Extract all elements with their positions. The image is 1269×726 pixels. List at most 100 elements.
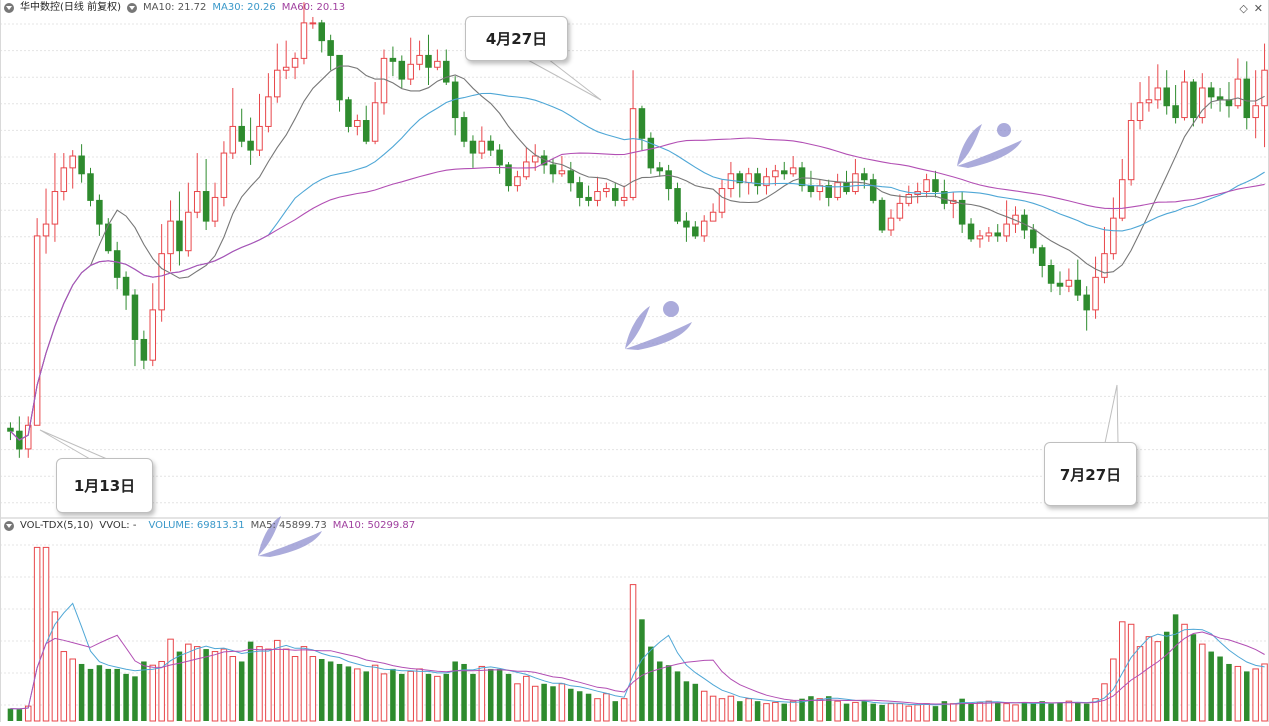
candle-body-down — [567, 170, 575, 184]
candle-body-up — [33, 235, 41, 426]
candle-body-down — [798, 167, 806, 187]
candle-body-up — [1118, 179, 1126, 219]
volume-bar-down — [1048, 703, 1054, 721]
volume-bar-up — [291, 656, 299, 722]
volume-bar-down — [363, 671, 369, 721]
volume-bar-down — [932, 706, 939, 721]
settings-toggle-icon[interactable] — [126, 3, 137, 13]
volume-bar-up — [300, 646, 308, 722]
candle-body-up — [700, 220, 708, 237]
volume-bar-up — [371, 664, 379, 722]
candle-body-down — [549, 164, 557, 175]
candle-body-up — [220, 152, 228, 198]
volume-bar-down — [683, 681, 690, 721]
volume-bar-up — [629, 584, 637, 722]
candle-body-down — [967, 223, 975, 240]
volume-bar-down — [203, 649, 209, 721]
ma10-line — [10, 65, 1265, 441]
candle-body-down — [647, 137, 655, 169]
candle-body-up — [371, 102, 379, 142]
volume-bar-up — [789, 700, 797, 722]
vol-ma5-label: MA5: 45899.73 — [250, 520, 327, 531]
volume-bar-down — [674, 671, 681, 721]
close-icon[interactable]: ✕ — [1253, 2, 1263, 15]
volume-bar-up — [923, 703, 930, 722]
candle-body-up — [709, 211, 717, 222]
candle-body-down — [1172, 105, 1179, 119]
volume-bar-up — [1181, 623, 1188, 722]
candle-body-up — [42, 223, 50, 237]
volume-bar-down — [96, 665, 103, 721]
volume-bar-up — [220, 648, 228, 722]
volume-bar-down — [238, 661, 245, 721]
volume-bar-up — [718, 698, 726, 722]
candle-body-up — [1092, 276, 1099, 311]
volume-bar-down — [399, 673, 405, 721]
volume-header: VOL-TDX(5,10) VVOL: - VOLUME: 69813.31 M… — [4, 519, 415, 533]
volume-bar-down — [879, 704, 885, 721]
volume-bar-down — [1083, 703, 1090, 721]
candle-body-up — [478, 140, 486, 154]
volume-bar-up — [193, 646, 201, 722]
volume-bar-up — [1118, 621, 1126, 722]
candle-body-down — [327, 40, 334, 56]
volume-bar-up — [558, 683, 566, 722]
candle-body-up — [1181, 81, 1188, 119]
volume-bar-down — [612, 701, 619, 721]
candlestick-series — [7, 2, 1268, 458]
candle-body-up — [763, 176, 770, 187]
candle-body-up — [923, 179, 930, 193]
volume-bar-down — [639, 619, 645, 721]
candle-body-down — [505, 164, 512, 187]
volume-bar-down — [825, 696, 832, 721]
volume-bar-up — [60, 651, 68, 722]
volume-bar-down — [781, 703, 788, 721]
candle-body-down — [825, 185, 832, 198]
volume-bar-up — [282, 648, 290, 722]
candle-body-down — [665, 170, 672, 190]
candle-body-up — [229, 125, 237, 154]
candle-body-down — [736, 173, 744, 184]
volume-bar-down — [390, 668, 396, 721]
callout-apr27: 4月27日 — [465, 16, 568, 61]
vol-ma10-line — [10, 631, 1265, 710]
candle-body-down — [932, 179, 939, 193]
candle-body-down — [878, 199, 886, 231]
candle-body-down — [585, 196, 592, 201]
candle-body-up — [603, 188, 610, 193]
candle-body-down — [869, 179, 877, 201]
volume-bar-down — [799, 698, 805, 721]
volume-bar-up — [949, 703, 957, 722]
volume-bar-up — [407, 670, 414, 722]
diamond-icon[interactable]: ◇ — [1239, 2, 1248, 15]
volume-bar-down — [1057, 702, 1063, 721]
candle-body-down — [96, 199, 103, 225]
candle-body-up — [193, 191, 201, 213]
collapse-icon[interactable] — [4, 3, 14, 13]
candle-body-up — [745, 173, 752, 184]
volume-bar-up — [354, 668, 361, 722]
volume-collapse-icon[interactable] — [4, 521, 14, 531]
volume-bar-down — [1030, 703, 1037, 721]
candle-body-down — [425, 54, 432, 68]
candle-body-down — [345, 99, 352, 127]
candle-body-up — [905, 193, 913, 204]
volume-bar-down — [843, 703, 850, 721]
candle-body-up — [24, 424, 32, 450]
candle-body-down — [140, 338, 148, 361]
volume-bar-down — [141, 661, 147, 721]
volume-bar-down — [105, 668, 112, 721]
candle-body-down — [1021, 214, 1028, 231]
volume-bar-down — [505, 673, 512, 721]
volume-bar-down — [648, 646, 654, 721]
ma10-label: MA10: 21.72 — [142, 2, 207, 13]
volume-bar-down — [487, 668, 494, 721]
candle-body-down — [1225, 99, 1233, 107]
candle-body-up — [834, 182, 841, 198]
candle-body-down — [1038, 247, 1046, 266]
candle-body-up — [1065, 279, 1073, 287]
volume-bar-up — [700, 690, 708, 722]
callout-jan13: 1月13日 — [56, 458, 153, 513]
volume-bar-up — [1101, 683, 1108, 722]
